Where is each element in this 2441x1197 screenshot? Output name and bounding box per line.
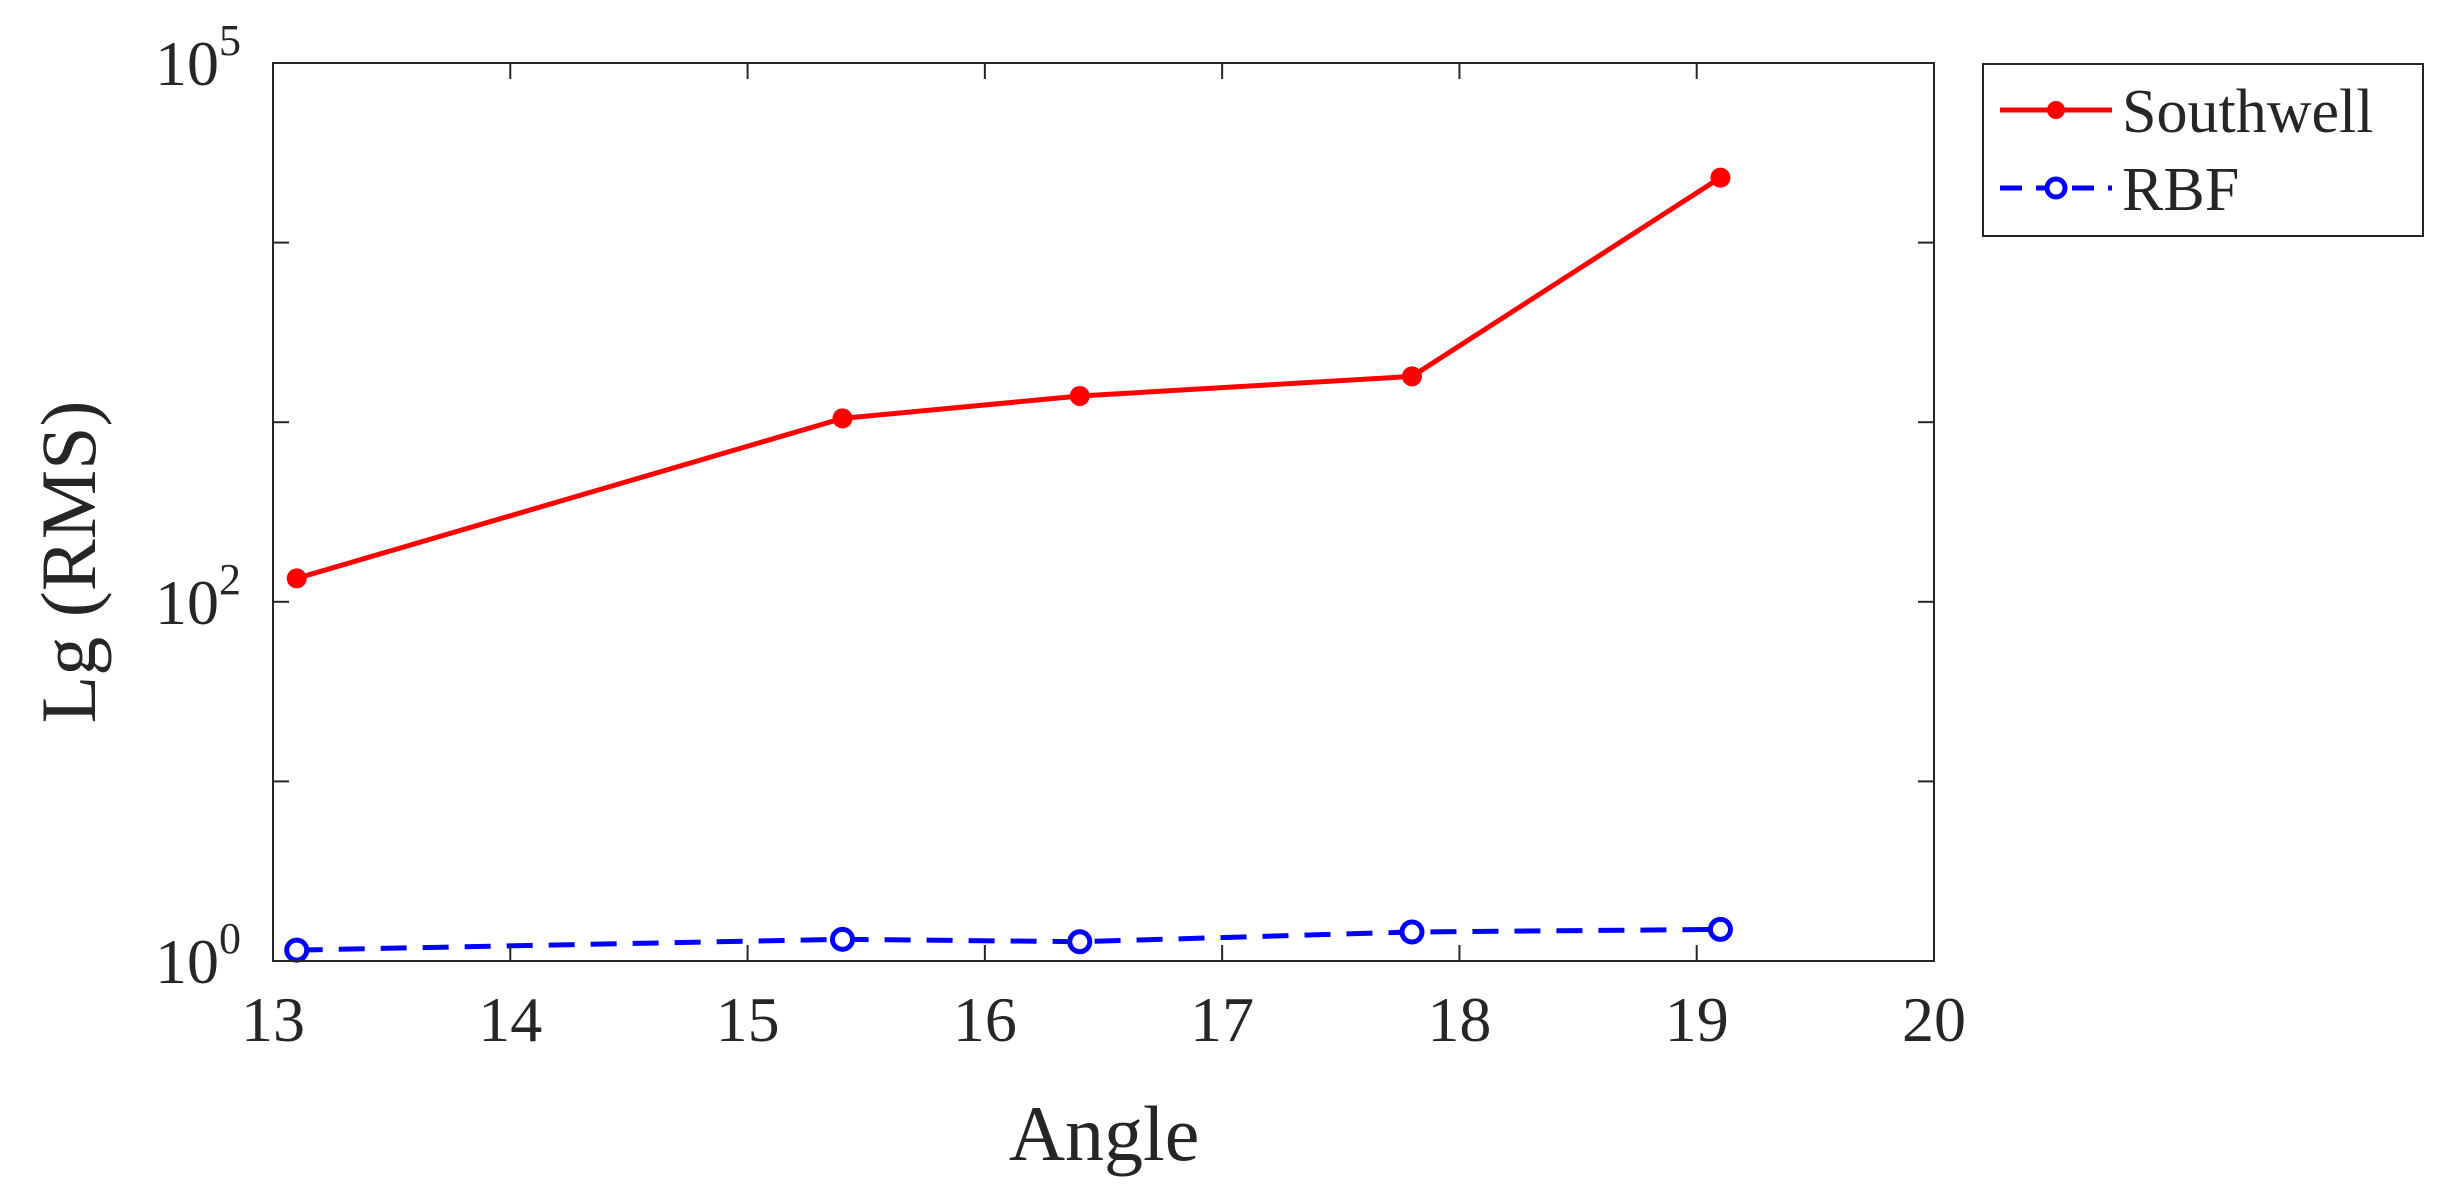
data-point-southwell-4 — [1710, 167, 1731, 188]
x-tick-label-15: 15 — [716, 984, 780, 1055]
y-tick-label-1e5: 105 — [155, 16, 241, 99]
y-tick-label-base: 10 — [155, 926, 219, 997]
x-tick-label-14: 14 — [478, 984, 542, 1055]
series-line-rbf — [296, 926, 1721, 953]
x-tick-label-16: 16 — [953, 984, 1017, 1055]
data-point-southwell-0 — [286, 568, 307, 589]
axes-box — [272, 62, 1935, 962]
legend-southwell-marker — [2047, 101, 2065, 119]
y-tick-label-base: 10 — [155, 28, 219, 99]
y-tick-label-1e0: 100 — [155, 914, 241, 997]
y-tick-label-exponent: 0 — [219, 914, 241, 963]
data-point-southwell-2 — [1069, 385, 1090, 406]
x-tick-label-20: 20 — [1902, 984, 1966, 1055]
data-point-rbf-3 — [1399, 919, 1425, 945]
x-tick-label-18: 18 — [1427, 984, 1491, 1055]
data-point-rbf-1 — [829, 926, 855, 952]
y-tick-label-1e2: 102 — [155, 555, 241, 638]
x-tick-label-13: 13 — [241, 984, 305, 1055]
y-axis-label: Lg (RMS) — [25, 401, 112, 724]
y-tick-label-base: 10 — [155, 567, 219, 638]
x-tick-label-19: 19 — [1665, 984, 1729, 1055]
data-point-southwell-1 — [832, 408, 853, 429]
y-tick-label-exponent: 5 — [219, 16, 241, 65]
legend-rbf-label: RBF — [2122, 156, 2239, 224]
data-point-rbf-0 — [284, 937, 310, 963]
data-point-rbf-2 — [1067, 929, 1093, 955]
plot-layer — [284, 167, 1733, 963]
x-axis-label: Angle — [1009, 1090, 1200, 1177]
data-point-rbf-4 — [1707, 916, 1733, 942]
legend-southwell-label: Southwell — [2122, 78, 2373, 146]
legend-box — [1982, 63, 2424, 237]
legend-rbf-marker — [2044, 176, 2068, 200]
data-point-southwell-3 — [1401, 366, 1422, 387]
legend: Southwell RBF — [1982, 63, 2424, 237]
x-tick-label-17: 17 — [1190, 984, 1254, 1055]
y-tick-label-exponent: 2 — [219, 555, 241, 604]
